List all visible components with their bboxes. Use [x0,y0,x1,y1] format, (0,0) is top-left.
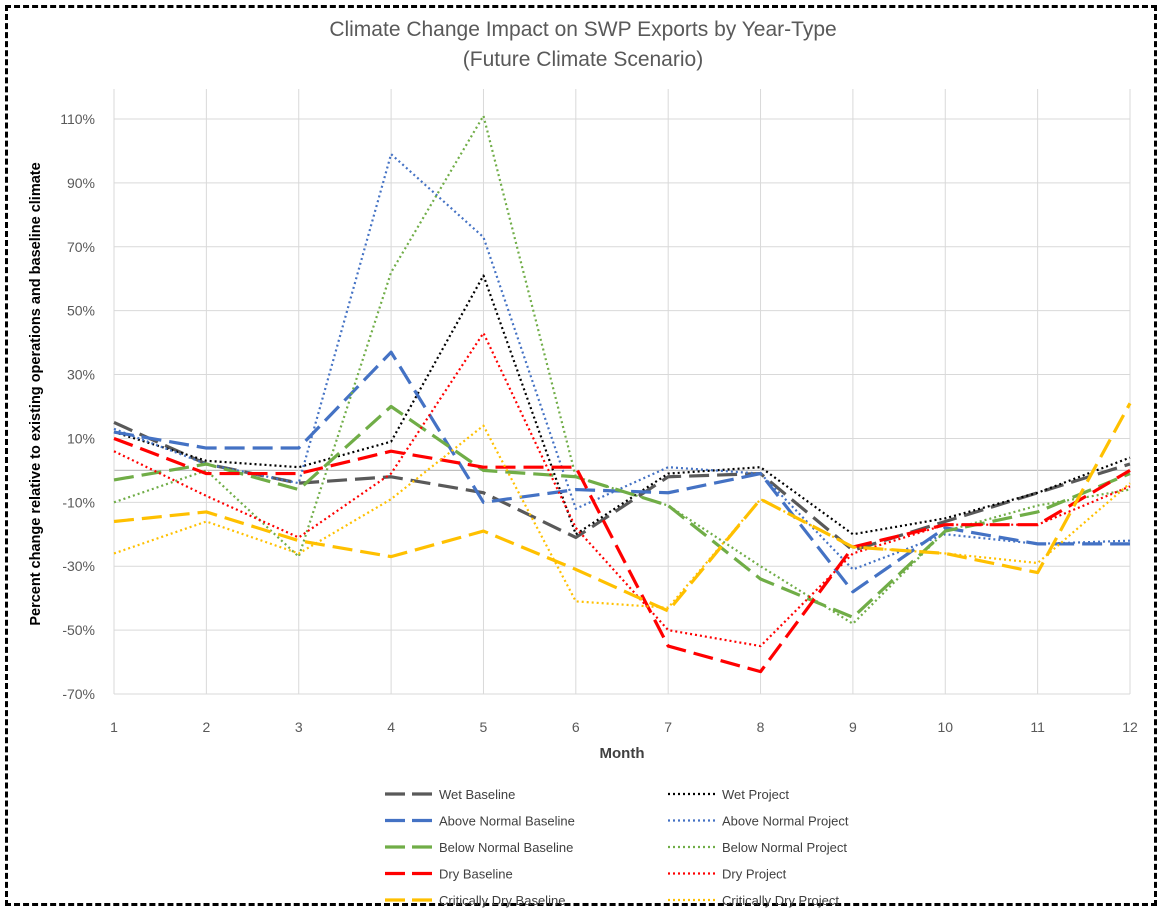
gridlines [113,89,1131,695]
x-tick-label: 12 [1122,719,1138,735]
x-tick-label: 2 [202,719,210,735]
x-tick-label: 7 [664,719,672,735]
x-tick-label: 1 [110,719,118,735]
legend-label-dry-baseline: Dry Baseline [439,867,513,882]
y-tick-label: 10% [67,430,95,446]
legend-label-dry-project: Dry Project [722,867,787,882]
series-line-critically-dry-project [113,424,1131,609]
y-tick-label: 50% [67,303,95,319]
y-tick-label: 110% [60,111,95,127]
y-tick-label: 30% [67,367,95,383]
y-tick-label: -30% [62,558,95,574]
series-line-dry-baseline [113,436,1131,674]
x-tick-label: 5 [480,719,488,735]
series-line-critically-dry-baseline [113,402,1132,613]
y-tick-label: -50% [62,622,95,638]
y-tick-label: -10% [62,494,95,510]
y-tick-label: 90% [67,175,95,191]
series-lines [113,114,1132,674]
legend-label-wet-baseline: Wet Baseline [439,787,515,802]
x-tick-label: 3 [295,719,303,735]
series-line-wet-baseline [113,421,1131,552]
legend-label-wet-project: Wet Project [722,787,789,802]
y-tick-label: -70% [62,686,95,702]
legend-label-above-normal-project: Above Normal Project [722,814,849,829]
x-tick-label: 4 [387,719,395,735]
x-tick-label: 8 [757,719,765,735]
y-tick-label: 70% [67,239,95,255]
series-line-below-normal-project [113,114,1131,625]
x-axis-label: Month [600,745,645,762]
x-tick-label: 11 [1030,719,1045,735]
series-line-wet-project [113,274,1131,536]
x-tick-label: 6 [572,719,580,735]
x-tick-label: 10 [937,719,953,735]
chart-border [5,5,1157,906]
legend-label-critically-dry-project: Critically Dry Project [722,893,839,908]
series-line-above-normal-project [113,153,1131,571]
y-axis-ticks: -70% -50% -30% -10% 10% 30% 50% 70% 90% 110% [60,111,95,702]
legend-label-above-normal-baseline: Above Normal Baseline [439,814,575,829]
x-axis-ticks: 1 2 3 4 5 6 7 8 9 10 11 12 [110,719,1138,735]
legend-label-critically-dry-baseline: Critically Dry Baseline [439,893,565,908]
legend: Wet Baseline Above Normal Baseline Below N… [385,787,849,908]
chart-title: Climate Change Impact on SWP Exports by … [329,18,837,41]
y-axis-label: Percent change relative to existing oper… [28,162,44,625]
legend-label-below-normal-project: Below Normal Project [722,840,847,855]
x-tick-label: 9 [849,719,857,735]
chart-subtitle: (Future Climate Scenario) [462,48,704,71]
legend-label-below-normal-baseline: Below Normal Baseline [439,840,573,855]
